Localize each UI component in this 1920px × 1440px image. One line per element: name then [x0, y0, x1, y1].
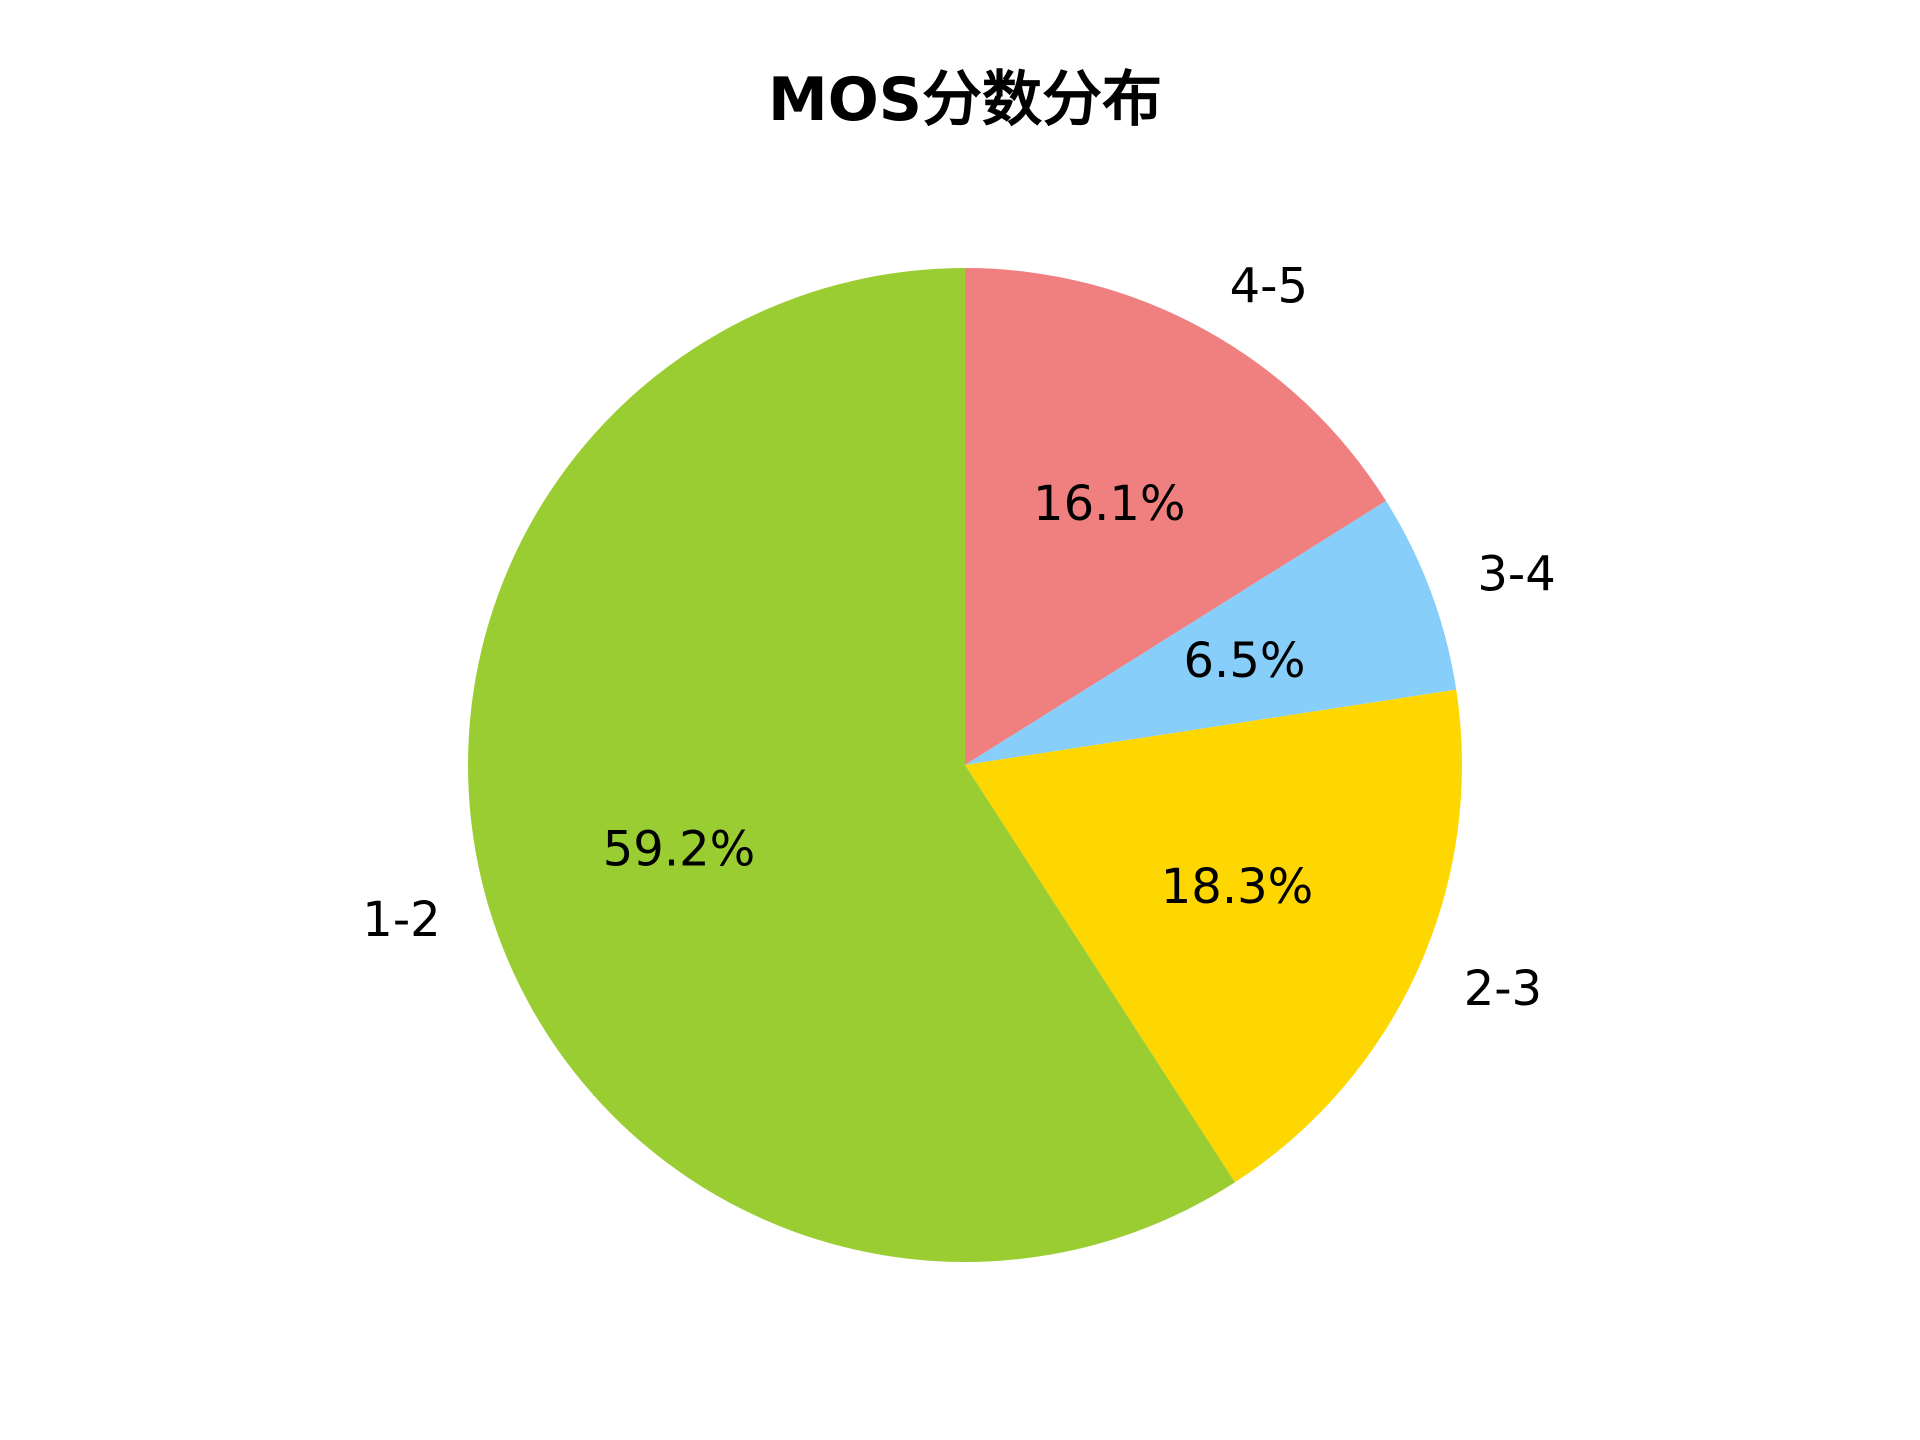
pie-labels: 4-5 16.1% 3-4 6.5% 2-3 18.3% 1-2 59.2% — [362, 259, 1556, 1017]
slice-percent-3-4: 6.5% — [1184, 633, 1306, 689]
slice-label-1-2: 1-2 — [362, 892, 440, 948]
chart-title: MOS分数分布 — [768, 65, 1162, 135]
pie-slice-4-5 — [965, 268, 1387, 765]
slice-percent-2-3: 18.3% — [1161, 859, 1313, 915]
slice-label-4-5: 4-5 — [1230, 259, 1308, 315]
pie-slice-3-4 — [965, 500, 1457, 765]
pie-slice-1-2 — [468, 268, 1236, 1262]
slice-percent-4-5: 16.1% — [1033, 476, 1185, 532]
pie-slices — [468, 268, 1462, 1262]
pie-slice-2-3 — [965, 689, 1462, 1183]
slice-label-2-3: 2-3 — [1464, 961, 1542, 1017]
slice-percent-1-2: 59.2% — [603, 822, 755, 878]
slice-label-3-4: 3-4 — [1477, 546, 1555, 602]
